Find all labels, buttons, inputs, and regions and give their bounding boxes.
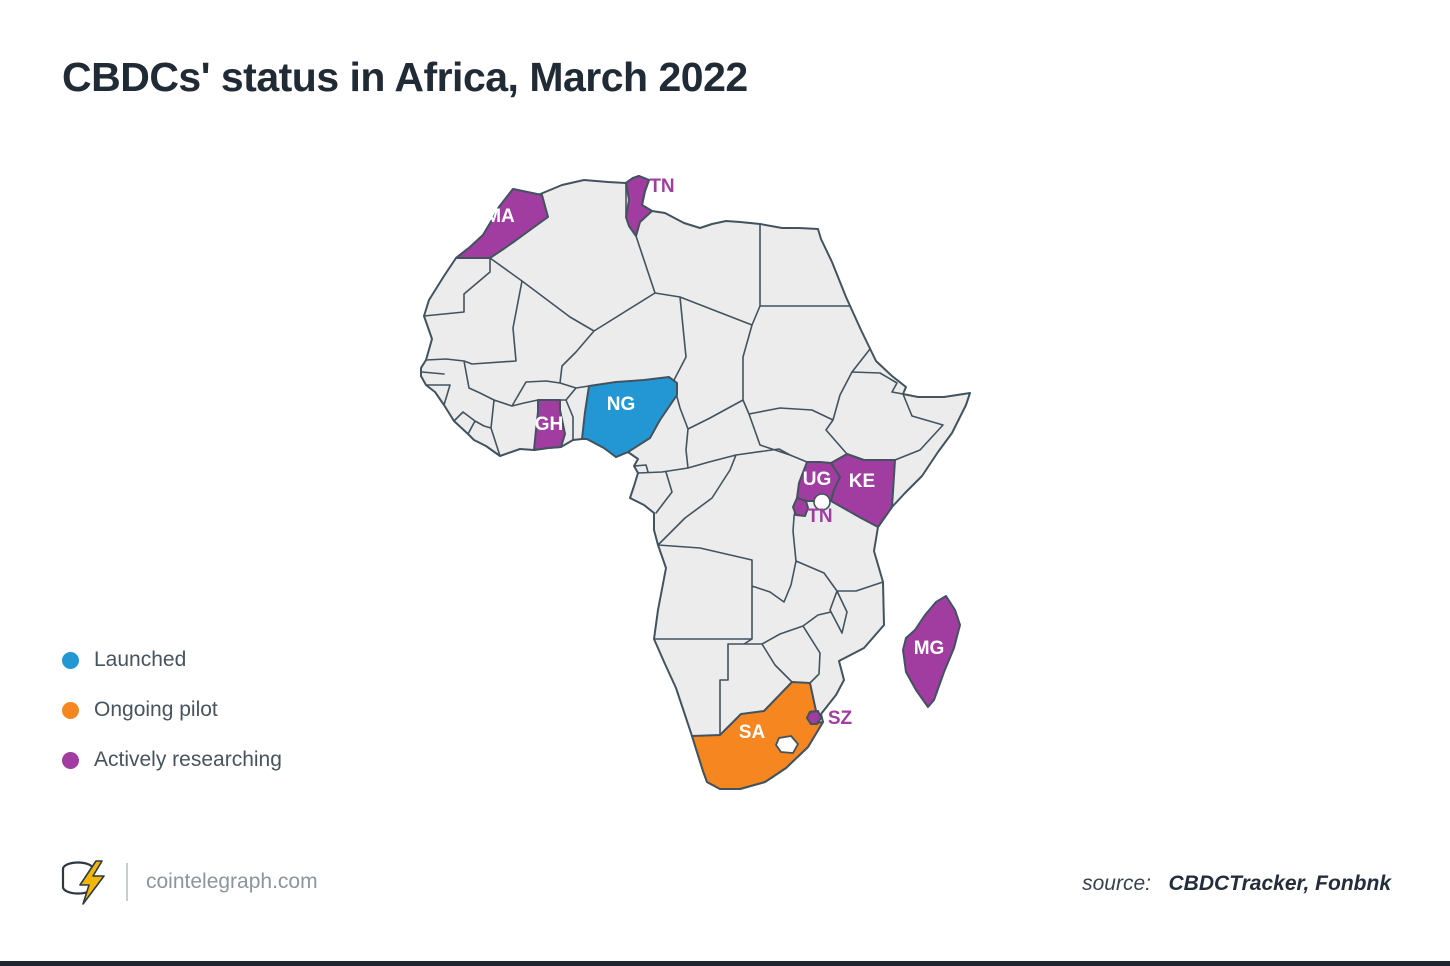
country-lesotho [775,735,799,754]
lightning-bolt-icon [79,860,105,905]
country-eswatini [806,710,822,725]
country-kenya [830,453,896,528]
country-nigeria [581,376,678,458]
legend-label-researching: Actively researching [94,748,282,771]
country-morocco [455,188,549,259]
pilot-dot-icon [62,701,79,719]
source-label: source: [1082,872,1151,895]
page-title: CBDCs' status in Africa, March 2022 [62,54,748,100]
country-madagascar [902,595,961,708]
label-madagascar: MG [914,638,945,659]
label-eswatini: SZ [828,708,853,729]
legend-item-pilot: Ongoing pilot [62,698,282,722]
source-value: CBDCTracker, Fonbnk [1168,872,1392,895]
label-tanzania: TN [807,506,832,527]
country-rwanda-burundi-area [792,497,809,517]
brand-text: cointelegraph.com [146,870,318,893]
legend-item-launched: Launched [62,648,282,672]
divider [126,863,128,901]
launched-dot-icon [62,651,79,669]
legend-item-researching: Actively researching [62,748,282,772]
label-nigeria: NG [607,394,636,415]
country-ghana [533,399,566,451]
label-south-africa: SA [739,722,766,743]
lake-victoria [813,493,831,511]
cointelegraph-logo-icon [61,860,105,905]
label-ghana: GH [535,414,564,435]
label-morocco: MA [485,206,515,227]
bottom-edge-bar [0,961,1450,966]
label-kenya: KE [849,471,875,492]
source-attribution: source: CBDCTracker, Fonbnk [1082,872,1391,896]
legend-label-pilot: Ongoing pilot [94,698,218,721]
footer-brand: cointelegraph.com [56,858,318,906]
country-tunisia [625,175,653,237]
researching-dot-icon [62,751,79,769]
label-tunisia: TN [649,176,674,197]
legend: Launched Ongoing pilot Actively research… [62,648,282,772]
legend-label-launched: Launched [94,648,187,671]
label-uganda: UG [803,469,832,490]
